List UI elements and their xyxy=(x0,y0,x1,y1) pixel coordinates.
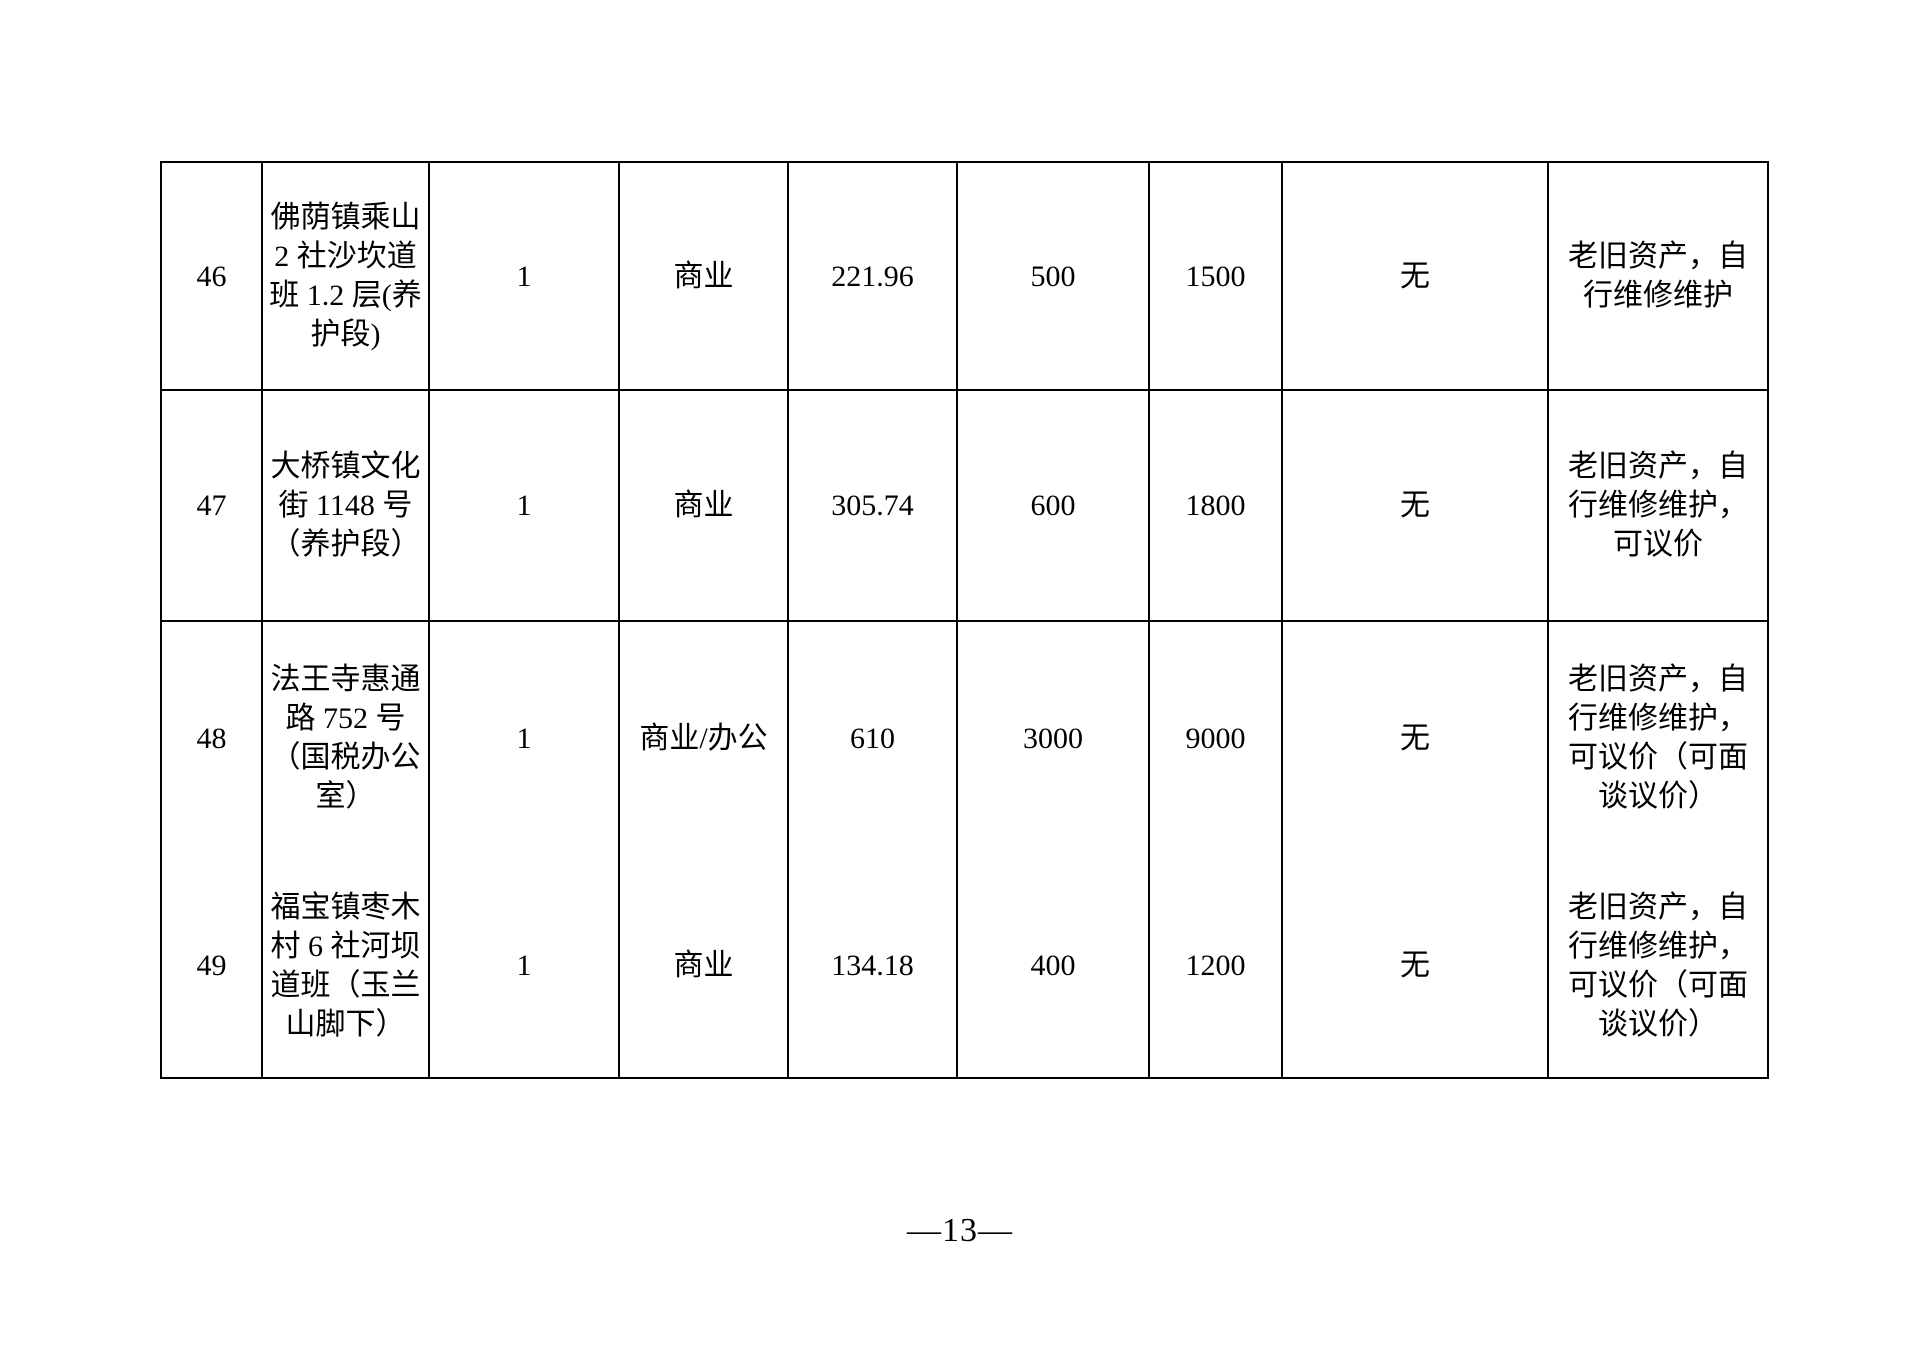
asset-table: 46 佛荫镇乘山 2 社沙坎道班 1.2 层(养护段) 1 商业 221.96 500 15… xyxy=(160,161,1769,1079)
table-cell-use: 商业/办公 xyxy=(618,620,789,854)
table-cell-mortgage: 无 xyxy=(1281,620,1549,854)
table-cell-area: 305.74 xyxy=(787,389,958,622)
table-cell-area: 134.18 xyxy=(787,854,958,1079)
table-cell-count: 1 xyxy=(428,620,620,854)
table-cell-year-rent: 1500 xyxy=(1148,161,1283,391)
table-cell-area: 221.96 xyxy=(787,161,958,391)
page-number: —13— xyxy=(907,1212,1013,1249)
table-cell-remark: 老旧资产，自行维修维护，可议价（可面谈议价） xyxy=(1547,620,1769,854)
table-cell-use: 商业 xyxy=(618,389,789,622)
table-cell-use: 商业 xyxy=(618,161,789,391)
table-cell-address: 佛荫镇乘山 2 社沙坎道班 1.2 层(养护段) xyxy=(261,161,430,391)
table-cell-remark: 老旧资产，自行维修维护，可议价 xyxy=(1547,389,1769,622)
table-row: 48 法王寺惠通路 752 号（国税办公室） 1 商业/办公 610 3000 9000 无老… xyxy=(160,620,1769,854)
table-cell-address: 福宝镇枣木村 6 社河坝道班（玉兰山脚下） xyxy=(261,854,430,1079)
table-cell-mortgage: 无 xyxy=(1281,854,1549,1079)
table-cell-remark: 老旧资产，自行维修维护，可议价（可面谈议价） xyxy=(1547,854,1769,1079)
table-cell-month-rent: 3000 xyxy=(956,620,1150,854)
table-cell-year-rent: 9000 xyxy=(1148,620,1283,854)
table-cell-address: 大桥镇文化街 1148 号（养护段） xyxy=(261,389,430,622)
table-row: 46 佛荫镇乘山 2 社沙坎道班 1.2 层(养护段) 1 商业 221.96 500 15… xyxy=(160,161,1769,391)
table-cell-seq: 49 xyxy=(160,854,263,1079)
asset-table-body: 46 佛荫镇乘山 2 社沙坎道班 1.2 层(养护段) 1 商业 221.96 500 15… xyxy=(160,161,1769,1079)
table-cell-count: 1 xyxy=(428,161,620,391)
table-cell-use: 商业 xyxy=(618,854,789,1079)
table-cell-year-rent: 1800 xyxy=(1148,389,1283,622)
table-cell-seq: 46 xyxy=(160,161,263,391)
table-cell-count: 1 xyxy=(428,854,620,1079)
table-cell-address: 法王寺惠通路 752 号（国税办公室） xyxy=(261,620,430,854)
table-cell-count: 1 xyxy=(428,389,620,622)
table-cell-month-rent: 500 xyxy=(956,161,1150,391)
table-cell-mortgage: 无 xyxy=(1281,161,1549,391)
table-cell-month-rent: 600 xyxy=(956,389,1150,622)
table-cell-area: 610 xyxy=(787,620,958,854)
table-cell-month-rent: 400 xyxy=(956,854,1150,1079)
table-cell-mortgage: 无 xyxy=(1281,389,1549,622)
table-row: 49 福宝镇枣木村 6 社河坝道班（玉兰山脚下） 1 商业 134.18 400 1200 无… xyxy=(160,854,1769,1079)
table-row: 47 大桥镇文化街 1148 号（养护段） 1 商业 305.74 600 1800 无老旧资… xyxy=(160,389,1769,622)
table-cell-remark: 老旧资产，自行维修维护 xyxy=(1547,161,1769,391)
table-cell-year-rent: 1200 xyxy=(1148,854,1283,1079)
table-cell-seq: 47 xyxy=(160,389,263,622)
table-cell-seq: 48 xyxy=(160,620,263,854)
